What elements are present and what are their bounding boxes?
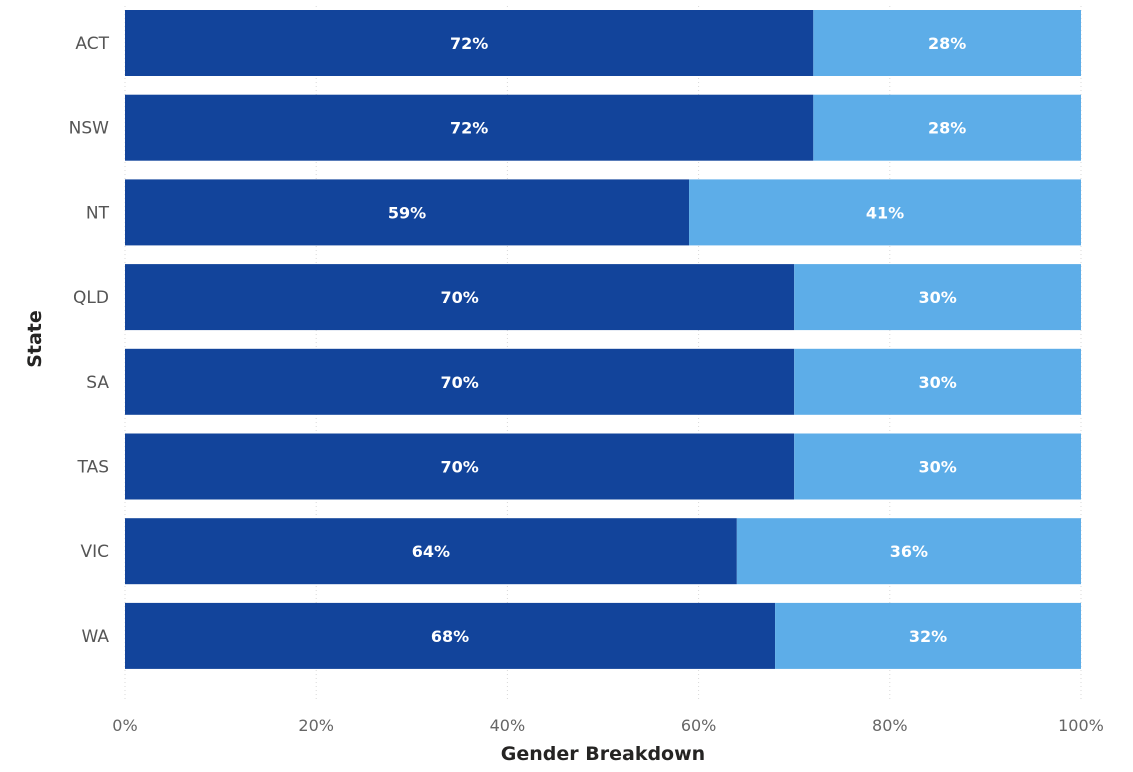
data-label: 70% <box>440 458 478 477</box>
bar-labels: 72% 28% 72% 28% 59% 41% 70% 30% 70% 30% 70% 30% 64% 3… <box>388 34 966 646</box>
bar-segment <box>736 518 1081 585</box>
x-tick-label: 100% <box>1058 716 1104 735</box>
bar-segment <box>125 10 814 76</box>
category-labels: ACT NSW NT QLD SA TAS VIC WA <box>69 34 110 647</box>
bars <box>125 10 1081 669</box>
category-label: SA <box>86 373 109 393</box>
bar-segment <box>125 602 776 669</box>
x-tick-label: 80% <box>872 716 908 735</box>
data-label: 30% <box>918 458 956 477</box>
bar-segment <box>125 264 795 331</box>
category-label: VIC <box>80 542 109 562</box>
x-tick-label: 40% <box>490 716 526 735</box>
bar-segment <box>125 94 814 161</box>
data-label: 72% <box>450 34 488 53</box>
data-label: 41% <box>866 203 904 222</box>
bar-segment <box>813 10 1081 76</box>
data-label: 72% <box>450 119 488 138</box>
x-tick-label: 20% <box>298 716 334 735</box>
data-label: 70% <box>440 288 478 307</box>
bar-segment <box>794 433 1081 500</box>
data-label: 28% <box>928 119 966 138</box>
x-tick-labels: 0% 20% 40% 60% 80% 100% <box>112 716 1104 735</box>
data-label: 68% <box>431 627 469 646</box>
data-label: 28% <box>928 34 966 53</box>
bar-segment <box>125 348 795 415</box>
y-axis-title: State <box>24 310 46 368</box>
bar-segment <box>794 348 1081 415</box>
bar-segment <box>125 433 795 500</box>
x-tick-label: 60% <box>681 716 717 735</box>
category-label: QLD <box>73 288 109 308</box>
x-axis-title: Gender Breakdown <box>501 743 705 765</box>
x-tick-label: 0% <box>112 716 137 735</box>
bar-segment <box>125 179 690 246</box>
category-label: WA <box>81 627 109 647</box>
category-label: TAS <box>77 458 110 478</box>
category-label: NSW <box>69 119 110 139</box>
data-label: 30% <box>918 288 956 307</box>
data-label: 70% <box>440 373 478 392</box>
bar-segment <box>775 602 1081 669</box>
data-label: 36% <box>890 542 928 561</box>
data-label: 32% <box>909 627 947 646</box>
bar-segment <box>125 518 737 585</box>
data-label: 30% <box>918 373 956 392</box>
bar-segment <box>813 94 1081 161</box>
bar-segment <box>794 264 1081 331</box>
data-label: 64% <box>412 542 450 561</box>
bar-segment <box>689 179 1081 246</box>
category-label: NT <box>86 203 110 223</box>
category-label: ACT <box>75 34 109 54</box>
data-label: 59% <box>388 203 426 222</box>
